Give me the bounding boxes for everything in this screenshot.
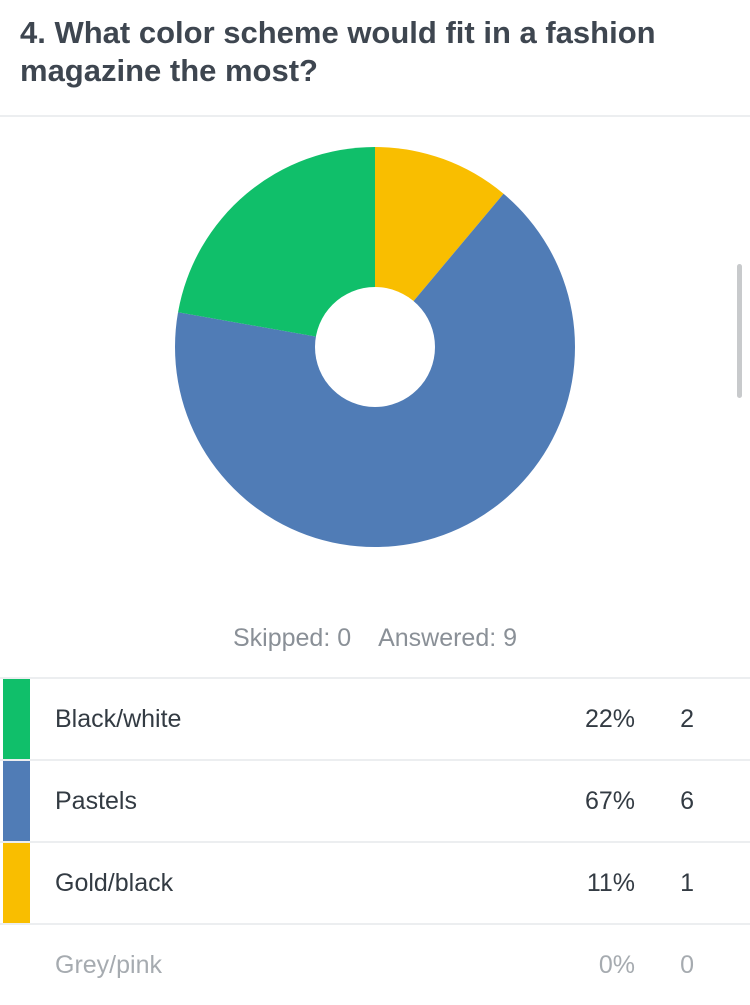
skipped-count: Skipped: 0 <box>232 624 352 652</box>
legend-swatch-gold-black <box>3 843 30 923</box>
answered-count: Answered: 9 <box>378 624 518 652</box>
answer-percent: 22% <box>584 705 635 733</box>
answer-label: Pastels <box>55 787 137 815</box>
header-divider <box>0 115 750 117</box>
pie-slice-black-white[interactable] <box>178 147 375 347</box>
answer-row-grey-pink[interactable]: Grey/pink 0% 0 <box>0 923 750 1005</box>
answer-row-black-white[interactable]: Black/white 22% 2 <box>0 677 750 759</box>
donut-hole <box>315 287 435 407</box>
question-title: 4. What color scheme would fit in a fash… <box>20 15 656 88</box>
scrollbar[interactable] <box>737 264 742 398</box>
answer-label: Black/white <box>55 705 182 733</box>
answer-percent: 11% <box>586 869 635 897</box>
answer-row-pastels[interactable]: Pastels 67% 6 <box>0 759 750 841</box>
answer-percent: 67% <box>584 787 635 815</box>
answer-label: Grey/pink <box>55 951 162 979</box>
answer-label: Gold/black <box>55 869 174 897</box>
response-summary: Skipped: 0 Answered: 9 <box>0 624 750 653</box>
answer-percent: 0% <box>598 951 635 979</box>
answer-count: 6 <box>680 787 694 815</box>
legend-swatch-pastels <box>3 761 30 841</box>
answer-table: Black/white 22% 2 Pastels 67% 6 Gold/bla… <box>0 677 750 1005</box>
legend-swatch-black-white <box>3 679 30 759</box>
answer-count: 1 <box>680 869 694 897</box>
donut-chart <box>175 147 575 548</box>
answer-row-gold-black[interactable]: Gold/black 11% 1 <box>0 841 750 923</box>
answer-count: 0 <box>680 951 694 979</box>
answer-count: 2 <box>680 705 694 733</box>
